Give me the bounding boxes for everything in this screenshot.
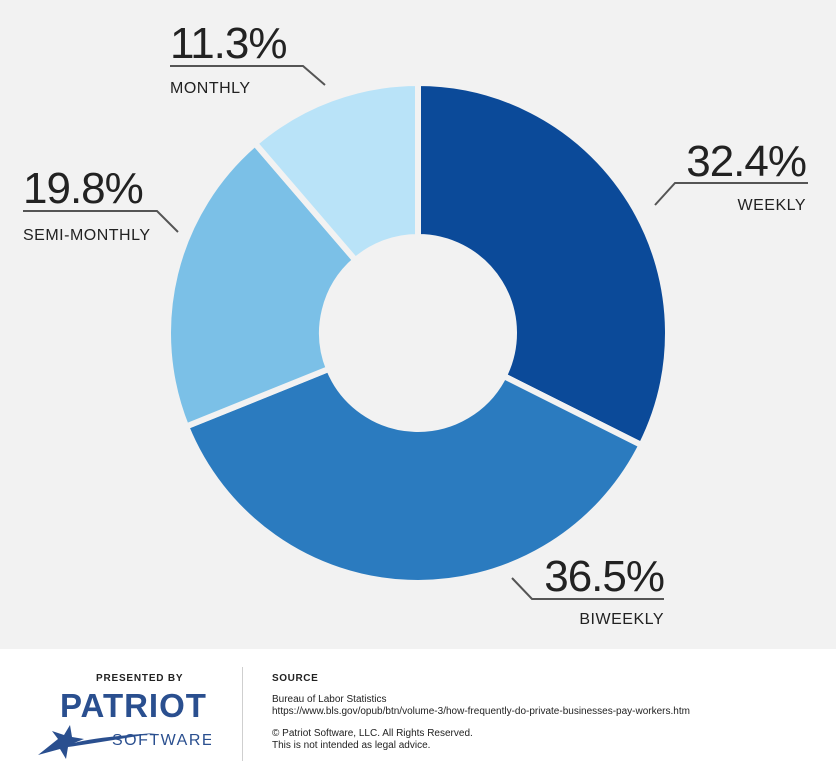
slice-category-label: BIWEEKLY [579,611,664,628]
slice-value-label: 11.3% [170,19,287,68]
slice-weekly [415,79,671,450]
slice-value-label: 19.8% [23,164,143,213]
leader-line-biweekly [511,577,664,600]
source-url[interactable]: https://www.bls.gov/opub/btn/volume-3/ho… [272,706,690,717]
copyright: © Patriot Software, LLC. All Rights Rese… [272,728,473,739]
disclaimer: This is not intended as legal advice. [272,740,431,751]
source-header: SOURCE [272,673,319,684]
footer: PRESENTED BY PATRIOT SOFTWARE SOURCE Bur… [0,649,836,779]
source-block: SOURCE Bureau of Labor Statistics https:… [272,673,690,752]
source-org: Bureau of Labor Statistics [272,694,387,705]
slice-category-label: WEEKLY [738,197,807,214]
logo-sub: SOFTWARE [112,732,211,749]
donut-chart: 32.4% WEEKLY 36.5% BIWEEKLY 19.8% SEMI-MONTHL… [23,19,808,628]
slice-value-label: 32.4% [686,137,806,186]
slice-semi-monthly [165,139,360,431]
slice-value-label: 36.5% [544,552,664,601]
logo-star-swoosh-icon [38,725,156,759]
slice-category-label: SEMI-MONTHLY [23,227,150,244]
slice-biweekly [182,364,646,586]
leader-line-weekly [654,182,808,206]
logo-name: PATRIOT [60,687,207,724]
leader-line-semi-monthly [23,210,179,233]
leader-line-monthly [170,65,326,86]
chart-area: 32.4% WEEKLY 36.5% BIWEEKLY 19.8% SEMI-MONTHL… [0,0,836,649]
slice-category-label: MONTHLY [170,80,251,97]
presented-by-label: PRESENTED BY [96,673,184,684]
slice-monthly [250,79,421,265]
footer-divider [242,667,243,761]
patriot-logo: PATRIOT SOFTWARE [38,687,211,759]
